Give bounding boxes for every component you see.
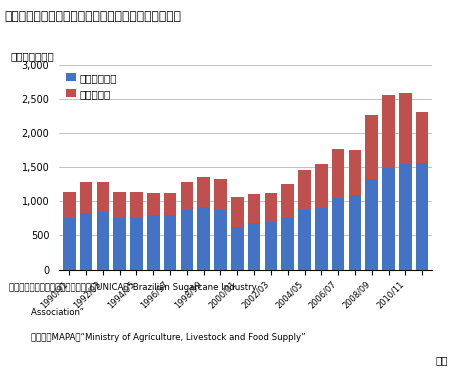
Bar (399, 164, 412, 270)
Bar (63, 219, 76, 270)
Text: Association”: Association” (9, 308, 84, 317)
Bar (164, 215, 177, 270)
Bar (181, 210, 193, 270)
Bar (130, 192, 143, 218)
Bar (349, 151, 361, 195)
Bar (281, 184, 294, 217)
Text: 農務省（MAPA）“Ministry of Agriculture, Livestock and Food Supply”: 農務省（MAPA）“Ministry of Agriculture, Lives… (9, 333, 306, 342)
Bar (96, 213, 109, 270)
Bar (130, 218, 143, 270)
Bar (164, 192, 177, 215)
Bar (281, 217, 294, 270)
Bar (231, 198, 243, 227)
Bar (80, 182, 92, 213)
Bar (298, 210, 311, 270)
Text: 年度: 年度 (436, 355, 449, 365)
Bar (214, 179, 227, 210)
Bar (147, 215, 160, 270)
Bar (197, 207, 210, 270)
Text: 出典：ブラジルさとうきび産業協会（UNICA）“Brazilian Sugarcane Industry: 出典：ブラジルさとうきび産業協会（UNICA）“Brazilian Sugarc… (9, 283, 257, 292)
Legend: サンパウロ州, その他の州: サンパウロ州, その他の州 (64, 71, 120, 101)
Bar (63, 192, 76, 219)
Bar (298, 169, 311, 210)
Bar (399, 93, 412, 164)
Bar (365, 179, 378, 270)
Bar (416, 163, 429, 270)
Text: 図３　サンパウロ州におけるエタノール生産量の推移: 図３ サンパウロ州におけるエタノール生産量の推移 (5, 10, 182, 23)
Bar (248, 223, 260, 270)
Bar (416, 112, 429, 163)
Bar (265, 222, 277, 270)
Bar (265, 193, 277, 222)
Bar (365, 115, 378, 179)
Bar (382, 95, 395, 168)
Bar (332, 198, 344, 270)
Bar (113, 218, 126, 270)
Bar (248, 194, 260, 223)
Bar (113, 192, 126, 218)
Bar (147, 192, 160, 215)
Bar (80, 213, 92, 270)
Bar (315, 164, 328, 208)
Bar (214, 210, 227, 270)
Bar (231, 227, 243, 270)
Bar (197, 177, 210, 207)
Bar (349, 195, 361, 270)
Bar (315, 208, 328, 270)
Bar (181, 182, 193, 210)
Bar (382, 168, 395, 270)
Text: 万キロリットル: 万キロリットル (10, 51, 55, 61)
Bar (332, 149, 344, 198)
Bar (96, 182, 109, 213)
